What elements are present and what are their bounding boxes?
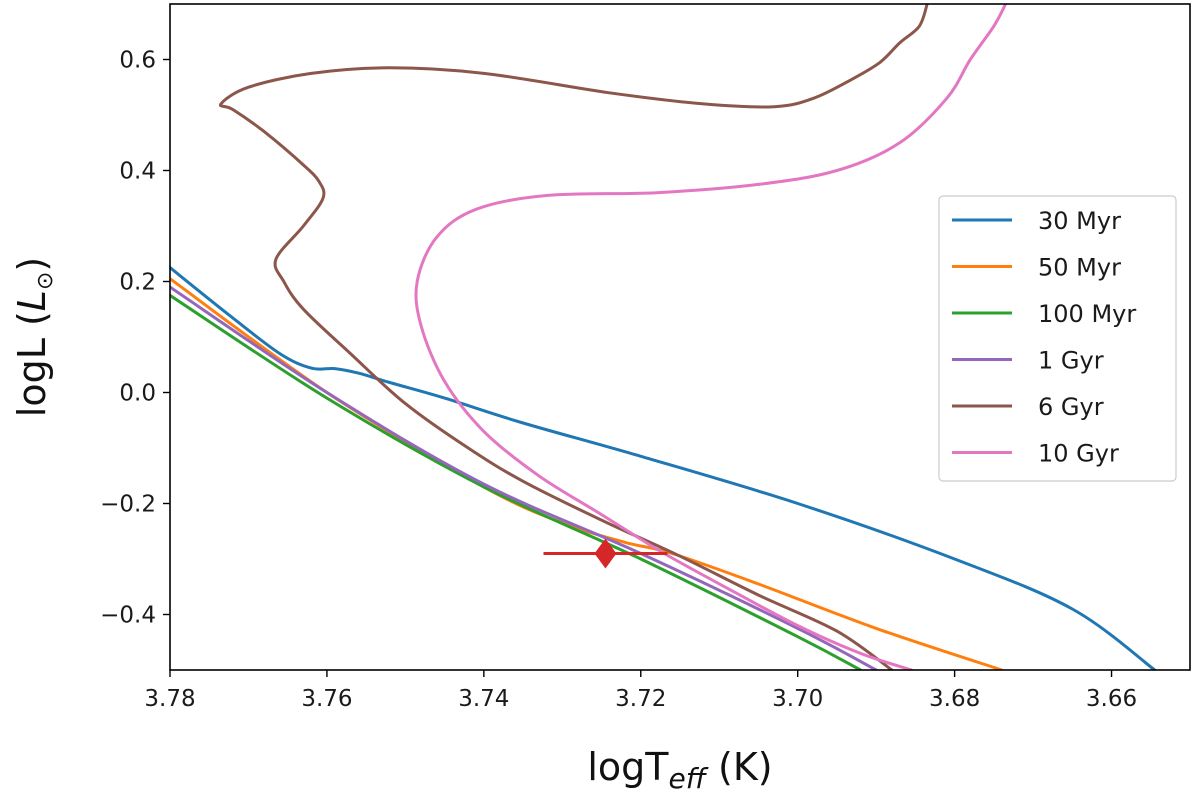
y-tick-label: −0.2 (100, 492, 156, 518)
legend-frame (938, 195, 1177, 482)
y-tick-label: −0.4 (100, 603, 156, 629)
series-line-30-myr (170, 266, 1157, 670)
series-line-50-myr (170, 277, 1004, 670)
x-tick-label: 3.66 (1086, 686, 1137, 712)
x-tick-label: 3.78 (144, 686, 195, 712)
plot-frame (169, 3, 1191, 671)
y-tick-label: 0.0 (119, 381, 156, 407)
legend-label-50-myr: 50 Myr (1038, 254, 1121, 282)
y-tick-label: 0.6 (119, 48, 156, 74)
x-axis-label: logTeff (K) (587, 745, 772, 795)
series-line-10-gyr (414, 4, 1008, 670)
y-axis: 0.6 0.4 0.2 0.0 −0.2 −0.4 (100, 48, 170, 629)
annotation-layer (543, 538, 668, 569)
legend: 30 Myr 50 Myr 100 Myr 1 Gyr 6 Gyr 10 Gyr (938, 195, 1177, 482)
x-axis: 3.78 3.76 3.74 3.72 3.70 3.68 3.66 (144, 670, 1137, 712)
legend-label-10-gyr: 10 Gyr (1038, 440, 1119, 468)
series-line-1-gyr (170, 285, 878, 670)
x-tick-label: 3.74 (458, 686, 509, 712)
x-tick-label: 3.76 (301, 686, 352, 712)
y-axis-label: logL (L⊙) (10, 257, 58, 417)
x-tick-label: 3.68 (929, 686, 980, 712)
x-tick-label: 3.70 (772, 686, 823, 712)
legend-label-30-myr: 30 Myr (1038, 207, 1121, 235)
legend-label-1-gyr: 1 Gyr (1038, 347, 1104, 375)
series-layer (170, 4, 1157, 670)
x-tick-label: 3.72 (615, 686, 666, 712)
series-line-100-myr (170, 293, 862, 670)
y-tick-label: 0.2 (119, 270, 156, 296)
legend-label-100-myr: 100 Myr (1038, 300, 1136, 328)
legend-label-6-gyr: 6 Gyr (1038, 393, 1104, 421)
series-line-6-gyr (218, 4, 929, 670)
y-tick-label: 0.4 (119, 159, 156, 185)
data-point-diamond (594, 538, 617, 569)
